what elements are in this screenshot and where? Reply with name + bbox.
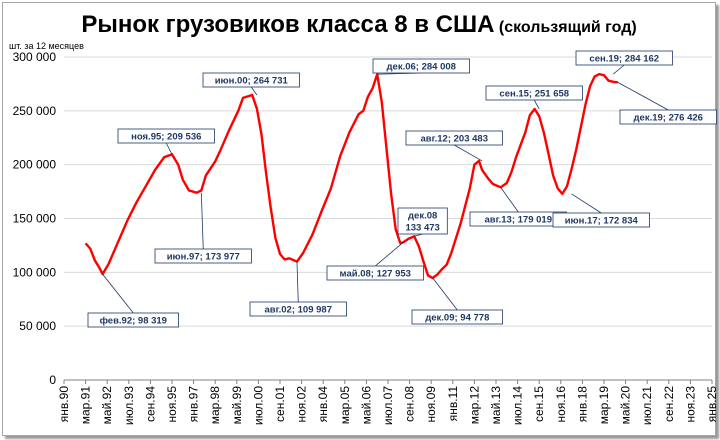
annotation-box: [154, 248, 252, 264]
annotation-leader: [500, 187, 519, 213]
x-tick-label: мар.19: [597, 386, 611, 425]
annotation-label: июн.17; 172 834: [565, 216, 639, 227]
x-tick-label: июл.21: [640, 386, 654, 425]
x-tick-label: янв.04: [316, 386, 330, 423]
x-tick-label: май.20: [619, 386, 633, 425]
x-tick-label: янв.97: [187, 386, 201, 423]
annotation-label: дек.19; 276 426: [634, 113, 703, 124]
x-tick-label: июл.00: [251, 386, 265, 425]
x-tick-label: сен.01: [273, 386, 287, 422]
y-tick-label: 150 000: [13, 212, 57, 226]
annotation-label: июн.97; 173 977: [167, 252, 240, 263]
annotation-leader: [165, 142, 173, 155]
x-tick-label: янв.90: [57, 386, 71, 423]
x-tick-label: мар.05: [338, 386, 352, 425]
annotation-box: [619, 109, 717, 125]
x-tick-label: май.13: [489, 386, 503, 425]
annotation-label: сен.19; 284 162: [589, 54, 659, 65]
annotation-box: [397, 207, 448, 235]
annotation-leader: [617, 82, 669, 111]
annotation-label: авг.13; 179 019: [485, 215, 552, 226]
annotation-leader: [102, 273, 134, 314]
y-tick-label: 300 000: [13, 50, 57, 64]
x-tick-label: мар.91: [79, 386, 93, 425]
y-tick-label: 50 000: [19, 319, 56, 333]
x-tick-label: сен.94: [143, 386, 157, 422]
x-tick-label: янв.11: [446, 386, 460, 422]
x-tick-label: май.92: [100, 386, 114, 425]
chart-title-main: Рынок грузовиков класса 8 в США: [81, 11, 495, 38]
annotation-leader: [571, 193, 602, 214]
annotation-label: авг.12; 203 483: [421, 134, 488, 145]
annotation-box: [411, 309, 503, 325]
annotation-leader: [296, 261, 299, 303]
y-tick-label: 200 000: [13, 158, 57, 172]
annotation-box: [575, 50, 673, 66]
annotation-box: [202, 72, 300, 88]
x-tick-label: июл.93: [122, 386, 136, 425]
y-tick-label: 100 000: [13, 265, 57, 279]
annotation-label: сен.15; 251 658: [499, 89, 569, 100]
x-tick-label: май.99: [230, 386, 244, 425]
x-tick-label: мар.12: [467, 386, 481, 425]
annotation-box: [87, 312, 179, 328]
x-tick-label: ноя.02: [295, 386, 309, 423]
y-tick-label: 0: [49, 373, 56, 387]
y-tick-label: 250 000: [13, 104, 57, 118]
annotation-box: [117, 128, 215, 144]
annotation-label: май.08; 127 953: [340, 269, 411, 280]
annotation-label: ноя.95; 209 536: [131, 132, 201, 143]
annotation-label: дек.08: [408, 211, 437, 222]
annotation-leader: [250, 86, 258, 96]
x-tick-label: ноя.09: [424, 386, 438, 423]
x-tick-label: янв.25: [705, 386, 719, 423]
annotation-box: [485, 85, 583, 101]
annotation-leader: [533, 99, 540, 110]
annotation-leader: [454, 144, 483, 162]
annotation-box: [249, 301, 347, 317]
annotation-label: июн.00; 264 731: [215, 76, 289, 87]
annotation-box: [372, 58, 470, 74]
annotation-label: дек.09; 94 778: [425, 313, 489, 324]
x-tick-label: мар.98: [208, 386, 222, 425]
annotation-leader: [374, 241, 404, 267]
annotation-box: [552, 212, 650, 228]
annotation-label: фев.92; 98 319: [100, 316, 167, 327]
series-line: [84, 72, 619, 280]
y-axis-unit-label: шт. за 12 месяцев: [9, 41, 84, 51]
x-tick-label: сен.15: [532, 386, 546, 422]
annotation-label: 133 473: [405, 223, 439, 234]
annotation-label: дек.06; 284 008: [387, 62, 456, 73]
x-tick-label: сен.08: [403, 386, 417, 422]
x-tick-label: сен.22: [662, 386, 676, 422]
x-tick-label: ноя.23: [683, 386, 697, 423]
annotation-leader: [613, 64, 625, 75]
chart-title: Рынок грузовиков класса 8 в США (скользя…: [3, 11, 715, 39]
x-tick-label: июл.07: [381, 386, 395, 425]
chart-title-sub: (скользящий год): [498, 19, 637, 36]
annotation-leader: [200, 192, 204, 250]
x-tick-label: ноя.95: [165, 386, 179, 423]
x-tick-label: май.06: [359, 386, 373, 425]
x-tick-label: янв.18: [575, 386, 589, 423]
x-tick-label: июл.14: [511, 386, 525, 425]
annotation-box: [405, 130, 503, 146]
annotation-leader: [432, 277, 458, 311]
annotation-label: авг.02; 109 987: [265, 305, 332, 316]
annotation-box: [326, 265, 424, 281]
x-tick-label: ноя.16: [554, 386, 568, 423]
